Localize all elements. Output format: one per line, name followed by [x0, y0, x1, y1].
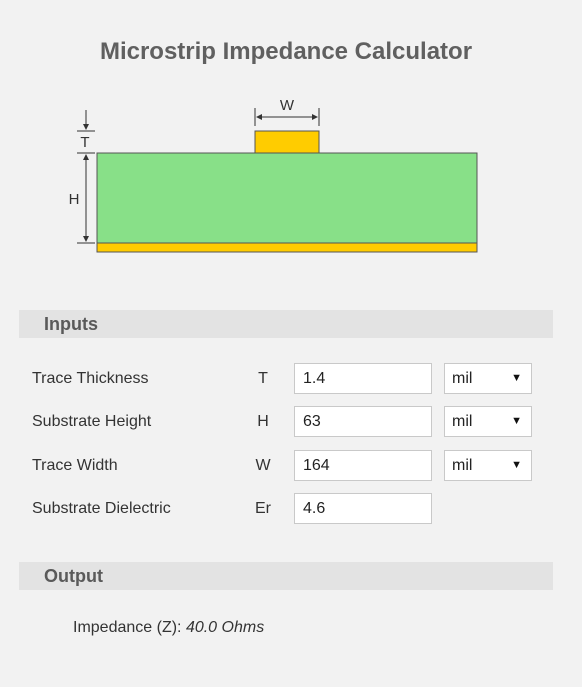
width-label: W [280, 97, 295, 114]
impedance-value: 40.0 Ohms [185, 619, 265, 636]
ground-plane [96, 242, 478, 253]
substrate-height-unit-value: mil [452, 413, 473, 430]
trace-thickness-label: Trace Thickness [32, 370, 149, 387]
microstrip-diagram: W T H [69, 97, 478, 253]
trace-thickness-symbol: T [258, 370, 268, 387]
row-trace-width: Trace Width W mil ▼ [0, 450, 582, 482]
output-heading: Output [44, 566, 103, 586]
substrate-height-label: Substrate Height [32, 413, 152, 430]
page-title: Microstrip Impedance Calculator [99, 38, 473, 65]
height-arrow-down [83, 236, 89, 242]
trace-width-label: Trace Width [32, 457, 118, 474]
trace-thickness-unit-value: mil [452, 370, 473, 387]
thickness-label: T [80, 134, 89, 151]
trace-thickness-input[interactable] [294, 363, 432, 394]
height-label: H [69, 191, 80, 208]
thickness-arrow-down [83, 124, 89, 130]
width-arrow-right [312, 114, 318, 120]
row-substrate-dielectric: Substrate Dielectric Er [0, 493, 582, 525]
thickness-arrow-up [83, 154, 89, 160]
chevron-down-icon: ▼ [511, 372, 522, 384]
substrate-dielectric-symbol: Er [255, 500, 271, 517]
trace-width-unit-select[interactable]: mil ▼ [444, 450, 532, 481]
inputs-section-header: Inputs [19, 310, 553, 338]
chevron-down-icon: ▼ [511, 459, 522, 471]
output-section-header: Output [19, 562, 553, 590]
row-trace-thickness: Trace Thickness T mil ▼ [0, 363, 582, 395]
substrate-dielectric-input[interactable] [294, 493, 432, 524]
trace-thickness-unit-select[interactable]: mil ▼ [444, 363, 532, 394]
inputs-heading: Inputs [44, 314, 98, 334]
substrate-height-symbol: H [257, 413, 269, 430]
impedance-label: Impedance (Z): [73, 619, 182, 636]
chevron-down-icon: ▼ [511, 415, 522, 427]
trace-width-symbol: W [255, 457, 271, 474]
trace [254, 130, 320, 154]
row-substrate-height: Substrate Height H mil ▼ [0, 406, 582, 438]
trace-width-input[interactable] [294, 450, 432, 481]
trace-width-unit-value: mil [452, 457, 473, 474]
width-arrow-left [256, 114, 262, 120]
substrate-height-input[interactable] [294, 406, 432, 437]
impedance-result: Impedance (Z): 40.0 Ohms [73, 619, 264, 637]
substrate-height-unit-select[interactable]: mil ▼ [444, 406, 532, 437]
substrate-layer [96, 152, 478, 244]
substrate-dielectric-label: Substrate Dielectric [32, 500, 171, 517]
